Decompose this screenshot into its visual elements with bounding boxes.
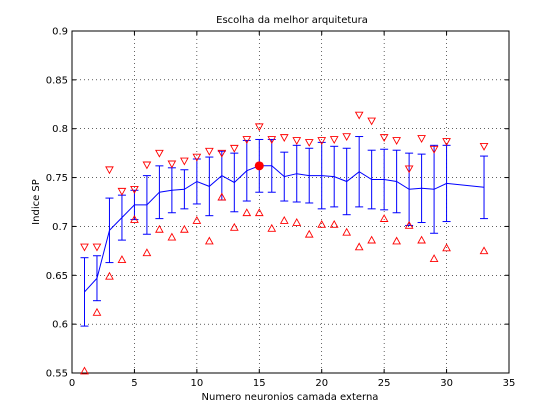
max-marker — [317, 137, 327, 145]
max-marker — [367, 117, 377, 126]
y-tick-label: 0.9 — [52, 27, 68, 38]
min-marker — [204, 236, 214, 245]
max-marker — [392, 137, 401, 145]
x-tick-label: 0 — [69, 378, 75, 389]
y-axis: 0.55 0.6 0.65 0.7 0.75 0.8 0.85 0.9 — [46, 27, 509, 380]
max-marker — [80, 243, 89, 252]
min-marker — [417, 235, 426, 244]
series-min-markers — [80, 192, 489, 375]
min-marker — [392, 236, 401, 245]
min-marker — [180, 224, 189, 233]
max-marker — [217, 149, 227, 158]
min-marker — [217, 192, 227, 201]
min-marker — [192, 216, 202, 224]
max-marker — [404, 165, 414, 174]
min-marker — [229, 222, 239, 231]
min-marker — [254, 208, 264, 217]
series-mean-line — [84, 165, 485, 293]
min-marker — [404, 220, 414, 229]
max-marker — [254, 123, 264, 132]
error-bar — [80, 257, 89, 327]
max-marker — [379, 134, 389, 143]
x-tick-label: 20 — [315, 378, 328, 389]
y-tick-label: 0.65 — [46, 271, 68, 282]
max-marker — [342, 133, 352, 142]
min-marker — [342, 227, 352, 236]
max-marker — [155, 149, 164, 158]
min-marker — [92, 307, 102, 316]
x-axis-label: Numero neuronios camada externa — [202, 392, 379, 403]
min-marker — [329, 219, 339, 228]
min-marker — [367, 235, 377, 244]
min-marker — [317, 219, 327, 228]
x-tick-label: 30 — [440, 378, 453, 389]
min-marker — [379, 214, 389, 222]
max-marker — [354, 111, 364, 120]
min-marker — [80, 366, 89, 375]
max-marker — [304, 139, 314, 147]
max-marker — [192, 153, 202, 162]
min-marker — [242, 208, 252, 217]
x-tick-label: 5 — [131, 378, 137, 389]
min-marker — [304, 229, 314, 238]
max-marker — [292, 137, 302, 145]
y-tick-label: 0.8 — [52, 124, 68, 135]
max-marker — [329, 136, 339, 144]
max-marker — [429, 145, 439, 154]
max-marker — [204, 147, 214, 156]
max-marker — [442, 138, 451, 146]
y-axis-label: Indice SP — [31, 179, 42, 225]
max-marker — [479, 142, 489, 151]
min-marker — [130, 215, 139, 223]
min-marker — [479, 246, 489, 255]
max-marker — [105, 166, 114, 175]
min-marker — [429, 254, 439, 263]
max-marker — [180, 157, 189, 166]
max-marker — [267, 136, 277, 144]
y-tick-label: 0.7 — [52, 222, 68, 233]
x-tick-label: 35 — [503, 378, 516, 389]
x-axis: 0 5 10 15 20 25 30 35 — [69, 31, 516, 389]
max-marker — [117, 187, 127, 196]
max-marker — [417, 135, 426, 144]
y-tick-label: 0.6 — [52, 320, 68, 331]
x-tick-label: 25 — [378, 378, 391, 389]
grid-lines — [72, 31, 509, 373]
chart-title: Escolha da melhor arquitetura — [216, 15, 368, 26]
plot-frame — [71, 30, 510, 374]
min-marker — [354, 242, 364, 251]
min-marker — [442, 243, 451, 252]
max-marker — [229, 144, 239, 153]
min-marker — [267, 223, 277, 232]
best-architecture-point — [254, 161, 264, 171]
min-marker — [117, 255, 127, 263]
min-marker — [142, 248, 152, 257]
series-max-markers — [80, 111, 489, 252]
x-tick-label: 10 — [190, 378, 203, 389]
max-marker — [142, 161, 152, 170]
y-tick-label: 0.55 — [46, 369, 68, 380]
y-tick-label: 0.85 — [46, 75, 68, 86]
min-marker — [167, 232, 177, 241]
min-marker — [279, 216, 289, 224]
max-marker — [279, 134, 289, 143]
min-marker — [155, 224, 164, 233]
max-marker — [167, 160, 177, 169]
max-marker — [130, 185, 139, 194]
x-tick-label: 15 — [253, 378, 266, 389]
max-marker — [92, 243, 102, 252]
error-bar — [480, 155, 489, 220]
min-marker — [105, 271, 114, 280]
max-marker — [242, 136, 252, 144]
y-tick-label: 0.75 — [46, 173, 68, 184]
min-marker — [292, 217, 302, 226]
